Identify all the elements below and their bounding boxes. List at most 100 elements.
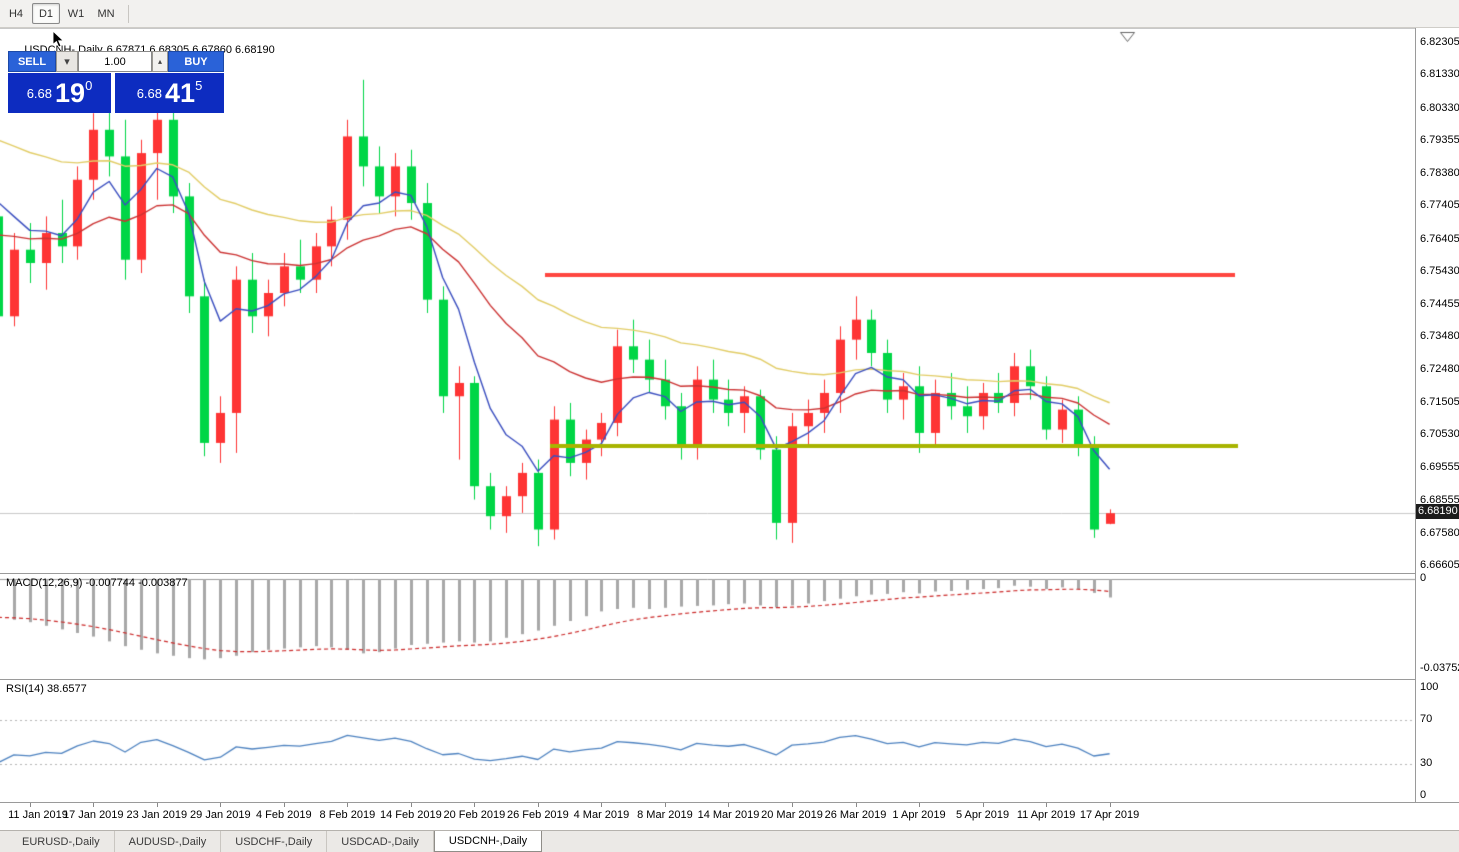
price-chart-panel: USDCNH-,Daily 6.67871 6.68305 6.67860 6.6…: [0, 28, 1459, 574]
price-axis-label: 6.78380: [1420, 166, 1459, 179]
date-axis-label: 8 Feb 2019: [319, 809, 376, 821]
volume-dropdown-button[interactable]: ▾: [56, 51, 78, 72]
date-axis-label: 17 Jan 2019: [62, 809, 124, 821]
rsi-axis-label: 100: [1420, 681, 1439, 693]
date-axis-label: 1 Apr 2019: [892, 809, 946, 821]
sell-price-big: 19: [55, 77, 86, 108]
volume-input[interactable]: 1.00: [78, 51, 152, 72]
time-axis-tick: [157, 803, 158, 807]
timeframe-buttons: H4 D1 W1 MN: [0, 3, 120, 24]
date-axis-label: 17 Apr 2019: [1079, 809, 1140, 821]
price-axis-label: 6.67580: [1420, 526, 1459, 539]
sell-price-display[interactable]: 6.68 19 0: [8, 73, 111, 113]
time-axis-tick: [411, 803, 412, 807]
chart-tab-bar: EURUSD-,Daily AUDUSD-,Daily USDCHF-,Daily U…: [0, 830, 1459, 852]
date-axis-label: 29 Jan 2019: [190, 809, 251, 821]
date-axis-label: 5 Apr 2019: [955, 809, 1010, 821]
date-axis-label: 11 Apr 2019: [1016, 809, 1076, 821]
toolbar-separator: [128, 4, 129, 23]
tab-eurusd-daily[interactable]: EURUSD-,Daily: [8, 831, 115, 852]
price-axis-label: 6.74455: [1420, 297, 1459, 310]
tab-usdcnh-daily[interactable]: USDCNH-,Daily: [433, 831, 543, 852]
price-axis-label: 6.81330: [1420, 68, 1459, 81]
price-axis-label: 6.66605: [1420, 559, 1459, 571]
time-axis-tick: [93, 803, 94, 807]
time-axis-tick: [665, 803, 666, 807]
tab-audusd-daily[interactable]: AUDUSD-,Daily: [115, 831, 222, 852]
date-axis-label: 23 Jan 2019: [126, 809, 188, 821]
price-axis-label: 6.69555: [1420, 460, 1459, 473]
timeframe-d1[interactable]: D1: [32, 3, 60, 24]
date-axis-label: 26 Mar 2019: [824, 809, 887, 821]
timeframe-h4[interactable]: H4: [8, 7, 24, 20]
price-chart[interactable]: [0, 29, 1415, 574]
price-axis-label: 6.80330: [1420, 101, 1459, 114]
macd-axis-label: -0.03752: [1420, 662, 1459, 674]
time-axis-tick: [538, 803, 539, 807]
rsi-chart[interactable]: [0, 680, 1415, 803]
time-axis-tick: [856, 803, 857, 807]
sell-price-sup: 0: [85, 78, 93, 93]
time-axis-tick: [347, 803, 348, 807]
time-axis-tick: [1110, 803, 1111, 807]
price-axis-label: 6.77405: [1420, 199, 1459, 212]
date-axis-label: 14 Mar 2019: [697, 809, 760, 821]
rsi-header: RSI(14) 38.6577: [6, 683, 87, 695]
price-axis-label: 6.70530: [1420, 428, 1459, 441]
macd-chart[interactable]: [0, 574, 1415, 679]
price-axis-label: 6.75430: [1420, 265, 1459, 278]
date-axis-label: 11 Jan 2019: [8, 809, 68, 821]
current-price-badge: 6.68190: [1416, 504, 1459, 519]
mouse-cursor-icon: [52, 30, 65, 48]
chevron-up-icon: ▴: [157, 57, 162, 66]
buy-button[interactable]: BUY: [168, 51, 224, 72]
time-axis-tick: [284, 803, 285, 807]
volume-spinner[interactable]: ▴: [152, 51, 168, 72]
timeframe-mn[interactable]: MN: [97, 7, 115, 20]
price-axis-label: 6.76405: [1420, 232, 1459, 245]
rsi-axis-label: 0: [1420, 789, 1427, 801]
timeframe-toolbar: H4 D1 W1 MN: [0, 0, 1459, 28]
time-axis-tick: [1046, 803, 1047, 807]
price-axis-label: 6.82305: [1420, 36, 1459, 48]
date-axis-label: 14 Feb 2019: [379, 809, 442, 821]
date-axis-label: 20 Mar 2019: [761, 809, 823, 821]
buy-price-sup: 5: [195, 78, 203, 93]
time-axis-tick: [30, 803, 31, 807]
tab-usdchf-daily[interactable]: USDCHF-,Daily: [221, 831, 328, 852]
time-axis-tick: [919, 803, 920, 807]
timeframe-w1[interactable]: W1: [67, 7, 85, 20]
macd-header: MACD(12,26,9) -0.007744 -0.003877: [6, 577, 188, 589]
date-axis-label: 8 Mar 2019: [637, 809, 693, 821]
buy-price-small: 6.68: [136, 85, 163, 101]
macd-axis-label: 0: [1420, 572, 1427, 584]
time-axis-tick: [983, 803, 984, 807]
date-axis-label: 20 Feb 2019: [443, 809, 506, 821]
tab-usdcad-daily[interactable]: USDCAD-,Daily: [327, 831, 434, 852]
time-axis-tick: [601, 803, 602, 807]
time-axis[interactable]: 11 Jan 2019 17 Jan 2019 23 Jan 2019 29 Jan …: [0, 802, 1459, 831]
buy-price-display[interactable]: 6.68 41 5: [115, 73, 224, 113]
time-axis-tick: [220, 803, 221, 807]
sell-button[interactable]: SELL: [8, 51, 56, 72]
rsi-axis-label: 30: [1420, 756, 1433, 769]
price-axis-label: 6.79355: [1420, 134, 1459, 147]
rsi-axis-label: 70: [1420, 713, 1433, 726]
rsi-panel: RSI(14) 38.6577: [0, 679, 1459, 803]
chevron-down-icon: ▾: [64, 56, 70, 68]
price-axis-label: 6.71505: [1420, 395, 1459, 408]
price-axis[interactable]: 6.68190 6.82305 6.81330 6.80330 6.79355 6.78…: [1415, 28, 1459, 802]
time-axis-tick: [474, 803, 475, 807]
price-axis-label: 6.73480: [1420, 329, 1459, 342]
date-axis-label: 26 Feb 2019: [507, 809, 569, 821]
sell-price-small: 6.68: [26, 85, 53, 101]
time-axis-tick: [728, 803, 729, 807]
macd-panel: MACD(12,26,9) -0.007744 -0.003877: [0, 573, 1459, 679]
price-axis-label: 6.68555: [1420, 494, 1459, 507]
price-axis-label: 6.72480: [1420, 363, 1459, 376]
date-axis-label: 4 Feb 2019: [256, 809, 312, 821]
date-axis-label: 4 Mar 2019: [573, 809, 630, 821]
time-axis-tick: [792, 803, 793, 807]
one-click-trading-panel: SELL ▾ 1.00 ▴ BUY 6.68 19 0 6.68 41 5: [8, 51, 224, 113]
